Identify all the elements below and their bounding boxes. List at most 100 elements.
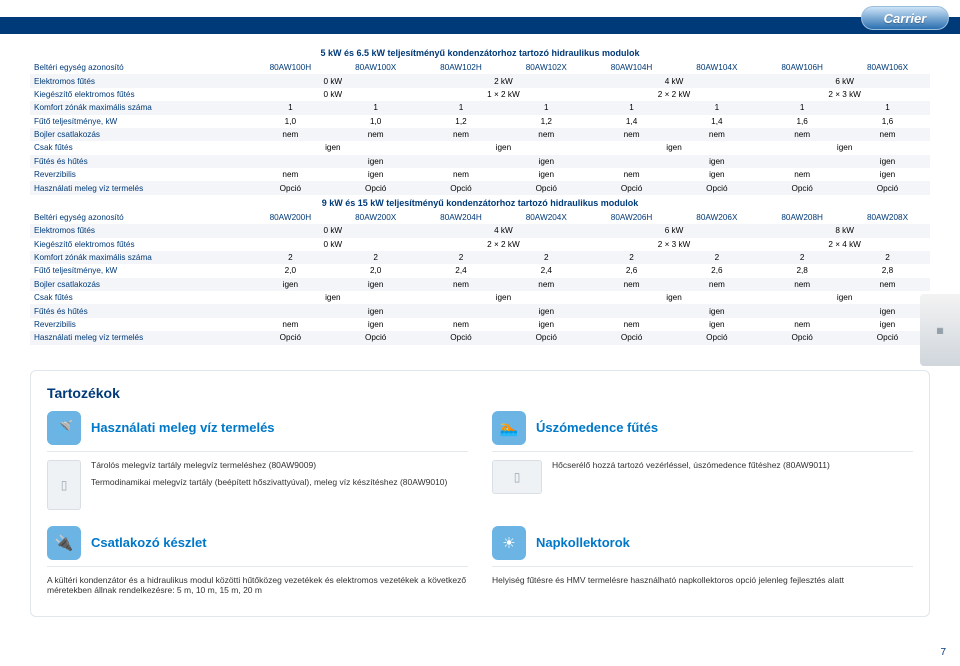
brand-logo-text: Carrier (884, 11, 927, 26)
cell: igen (845, 168, 930, 181)
cell: igen (845, 318, 930, 331)
cell: 2,4 (418, 264, 504, 277)
row-label: Használati meleg víz termelés (30, 181, 248, 194)
col-id: 80AW106H (759, 61, 845, 74)
cell: 1 (418, 101, 504, 114)
cell: 2 × 2 kW (589, 88, 760, 101)
cell: igen (674, 304, 759, 317)
cell: Opció (759, 181, 845, 194)
row-label: Beltéri egység azonosító (30, 61, 248, 74)
cell: 2,8 (845, 264, 930, 277)
cell: 6 kW (759, 74, 930, 87)
cell: nem (333, 128, 418, 141)
cell: nem (418, 318, 504, 331)
row-label: Csak fűtés (30, 141, 248, 154)
cell: nem (589, 278, 675, 291)
cell: 2 × 4 kW (759, 238, 930, 251)
cell: nem (759, 168, 845, 181)
cell: igen (589, 141, 760, 154)
cell: Opció (333, 331, 418, 344)
cell: 2 (674, 251, 759, 264)
cell: igen (759, 141, 930, 154)
accessory-title: Napkollektorok (536, 535, 630, 550)
accessory-body: A kültéri kondenzátor és a hidraulikus m… (47, 575, 468, 602)
cell: igen (504, 155, 589, 168)
accessory-title: Használati meleg víz termelés (91, 420, 275, 435)
cell: igen (418, 291, 589, 304)
accessory-title: Csatlakozó készlet (91, 535, 207, 550)
cell (589, 304, 675, 317)
cell: 2 × 2 kW (418, 238, 589, 251)
cell: Opció (759, 331, 845, 344)
col-id: 80AW208X (845, 211, 930, 224)
cell: nem (248, 318, 334, 331)
cell: igen (759, 291, 930, 304)
col-id: 80AW106X (845, 61, 930, 74)
cell: 2 (589, 251, 675, 264)
cell: nem (674, 128, 759, 141)
col-id: 80AW208H (759, 211, 845, 224)
row-label: Használati meleg víz termelés (30, 331, 248, 344)
cell: Opció (845, 181, 930, 194)
cell: 1,6 (845, 115, 930, 128)
cell: 2,0 (248, 264, 334, 277)
shower-icon: 🚿 (47, 411, 81, 445)
accessory-card: 🔌 Csatlakozó készlet A kültéri kondenzátor… (47, 526, 468, 602)
row-label: Fűtés és hűtés (30, 155, 248, 168)
accessory-card: ☀NapkollektorokHelyiség fűtésre és HMV t… (492, 526, 913, 602)
cell: igen (333, 168, 418, 181)
accessory-header: 🚿 Használati meleg víz termelés (47, 411, 468, 452)
cell: 1 (504, 101, 589, 114)
cell: 1 (589, 101, 675, 114)
cell: 2 (418, 251, 504, 264)
cell: 4 kW (589, 74, 760, 87)
accessory-thumbnail: ▯ (47, 460, 81, 510)
cell: nem (759, 318, 845, 331)
cell (248, 304, 334, 317)
cell: 1,0 (333, 115, 418, 128)
table-1: 5 kW és 6.5 kW teljesítményű kondenzátor… (30, 45, 930, 195)
cell: 8 kW (759, 224, 930, 237)
col-id: 80AW100H (248, 61, 334, 74)
cell: Opció (504, 331, 589, 344)
cell: Opció (248, 331, 334, 344)
cell: igen (504, 318, 589, 331)
accessory-lines: Hőcserélő hozzá tartozó vezérléssel, úsz… (552, 460, 830, 477)
cell: 1,0 (248, 115, 334, 128)
cell: nem (589, 168, 675, 181)
cell: igen (504, 168, 589, 181)
col-id: 80AW204X (504, 211, 589, 224)
row-label: Kiegészítő elektromos fűtés (30, 88, 248, 101)
cell: 2 (248, 251, 334, 264)
cell: 2 (504, 251, 589, 264)
accessory-body: ▯ Tárolós melegvíz tartály melegvíz terme… (47, 460, 468, 510)
cell: igen (333, 155, 418, 168)
row-label: Elektromos fűtés (30, 224, 248, 237)
accessory-line: Termodinamikai melegvíz tartály (beépíte… (91, 477, 447, 487)
cell: 2,6 (589, 264, 675, 277)
accessories-heading: Tartozékok (47, 385, 913, 401)
cell (418, 155, 504, 168)
pool-icon: 🏊 (492, 411, 526, 445)
table-2-grid: Beltéri egység azonosító80AW200H80AW200X… (30, 211, 930, 345)
cell: Opció (589, 181, 675, 194)
row-label: Fűtés és hűtés (30, 304, 248, 317)
cell (759, 304, 845, 317)
accessory-header: 🏊Úszómedence fűtés (492, 411, 913, 452)
col-id: 80AW200H (248, 211, 334, 224)
product-side-image: ▦ (920, 294, 960, 366)
cell: nem (418, 128, 504, 141)
cell: 0 kW (248, 224, 419, 237)
cell: 1,2 (504, 115, 589, 128)
connector-icon: 🔌 (47, 526, 81, 560)
cell: 0 kW (248, 238, 419, 251)
cell: igen (674, 318, 759, 331)
row-label: Bojler csatlakozás (30, 128, 248, 141)
accessory-line: Tárolós melegvíz tartály melegvíz termel… (91, 460, 447, 470)
cell: nem (504, 128, 589, 141)
page: Carrier 5 kW és 6.5 kW teljesítményű kon… (0, 0, 960, 666)
col-id: 80AW206H (589, 211, 675, 224)
brand-logo: Carrier (861, 6, 949, 30)
cell: igen (674, 155, 759, 168)
cell: igen (674, 168, 759, 181)
